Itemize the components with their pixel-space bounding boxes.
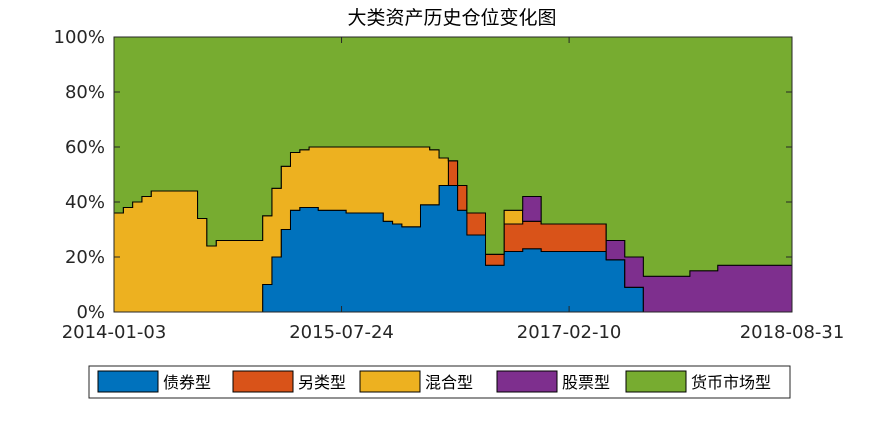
- chart-title: 大类资产历史仓位变化图: [347, 7, 556, 29]
- y-tick-label-4: 80%: [65, 82, 105, 103]
- legend-swatch-2: [359, 370, 421, 393]
- legend-label-4: 货币市场型: [691, 373, 771, 392]
- x-tick-label-3: 2018-08-31: [740, 322, 845, 343]
- legend-swatch-0: [97, 370, 159, 393]
- y-tick-label-0: 0%: [76, 302, 105, 323]
- plot-frame: [113, 36, 793, 313]
- legend-swatch-4: [625, 370, 687, 393]
- area-layers: [113, 36, 793, 313]
- legend-label-0: 债券型: [163, 373, 211, 392]
- axes: 0% 20% 40% 60% 80% 100% 2014-01-03 2015-07-24 20…: [54, 27, 845, 343]
- legend-swatch-3: [496, 370, 558, 393]
- y-tick-label-5: 100%: [54, 27, 105, 48]
- x-tick-label-2: 2017-02-10: [517, 322, 622, 343]
- x-tick-label-0: 2014-01-03: [62, 322, 167, 343]
- y-tick-label-3: 60%: [65, 137, 105, 158]
- legend-label-1: 另类型: [298, 373, 346, 392]
- legend: 债券型 另类型 混合型 股票型 货币市场型: [88, 365, 791, 399]
- y-tick-label-1: 20%: [65, 247, 105, 268]
- legend-label-3: 股票型: [562, 373, 610, 392]
- legend-label-2: 混合型: [425, 373, 473, 392]
- legend-swatch-1: [232, 370, 294, 393]
- x-tick-label-1: 2015-07-24: [289, 322, 394, 343]
- y-tick-label-2: 40%: [65, 192, 105, 213]
